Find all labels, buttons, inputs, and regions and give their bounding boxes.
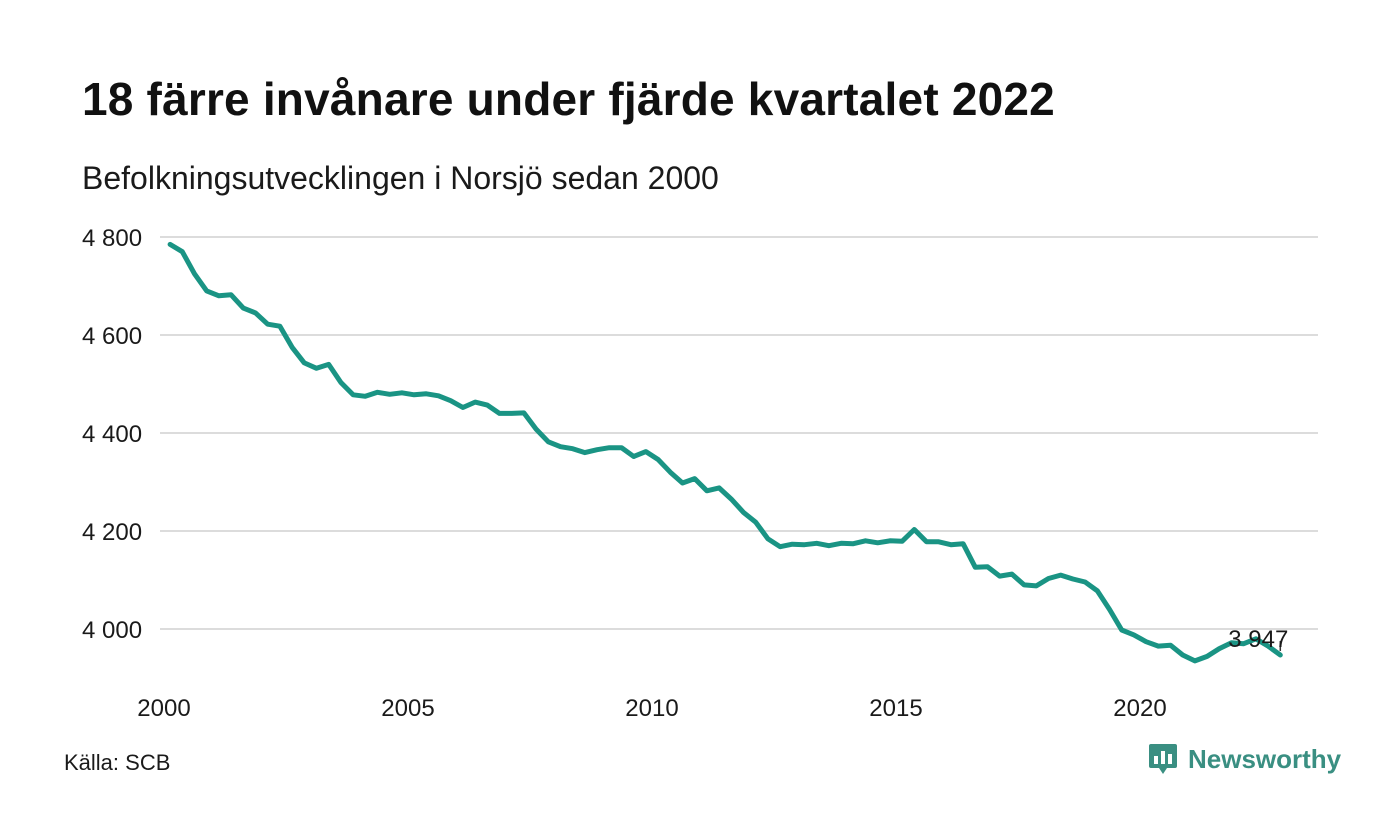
y-tick-label: 4 000 bbox=[82, 617, 142, 644]
x-tick-label: 2020 bbox=[1113, 695, 1166, 722]
annotation-label: 3 947 bbox=[1228, 626, 1288, 653]
series-line bbox=[167, 241, 1283, 664]
annotation-layer: 3 947 bbox=[1228, 626, 1288, 653]
y-tick-label: 4 400 bbox=[82, 421, 142, 448]
x-tick-label: 2015 bbox=[869, 695, 922, 722]
y-axis-ticks: 4 000 4 200 4 400 4 600 4 800 bbox=[82, 225, 142, 644]
y-tick-label: 4 600 bbox=[82, 323, 142, 350]
brand: Newsworthy bbox=[1148, 742, 1341, 776]
chart-title: 18 färre invånare under fjärde kvartalet… bbox=[82, 73, 1055, 125]
series-layer bbox=[167, 241, 1283, 664]
x-tick-label: 2010 bbox=[625, 695, 678, 722]
newsworthy-logo-icon bbox=[1149, 744, 1177, 774]
brand-name: Newsworthy bbox=[1188, 743, 1342, 774]
x-tick-label: 2005 bbox=[381, 695, 434, 722]
x-axis-ticks: 2000 2005 2010 2015 2020 bbox=[137, 695, 1166, 722]
grid-lines bbox=[160, 236, 1318, 630]
x-tick-label: 2000 bbox=[137, 695, 190, 722]
y-tick-label: 4 200 bbox=[82, 519, 142, 546]
y-tick-label: 4 800 bbox=[82, 225, 142, 252]
source-note: Källa: SCB bbox=[64, 750, 171, 775]
chart-subtitle: Befolkningsutvecklingen i Norsjö sedan 2… bbox=[82, 160, 719, 196]
